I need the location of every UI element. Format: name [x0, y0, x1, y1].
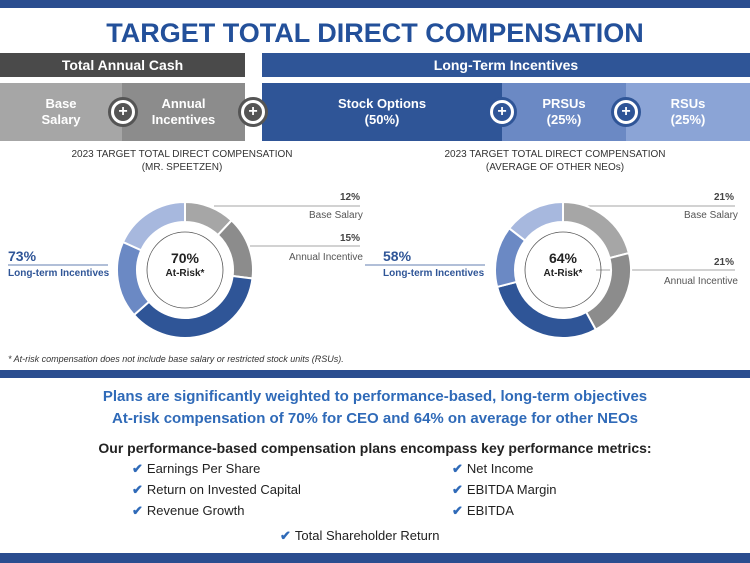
donut-chart-neos: [494, 200, 632, 339]
center-label: At-Risk*: [165, 268, 205, 279]
check-icon: ✔: [132, 482, 143, 497]
slice-value: 15%: [340, 233, 361, 244]
slice-value: 21%: [714, 257, 735, 268]
metric-item: ✔ Return on Invested Capital: [132, 482, 301, 498]
page-title: TARGET TOTAL DIRECT COMPENSATION: [106, 18, 644, 48]
segment-label: PRSUs (25%): [542, 96, 586, 127]
donut-slice-rsus: [121, 200, 186, 252]
plus-icon: +: [238, 97, 268, 127]
slice-label: Annual Incentive: [664, 276, 738, 287]
inner-ring: [524, 231, 602, 309]
segment-label: Base Salary: [41, 96, 81, 127]
divider-bar: [0, 370, 750, 378]
slice-label: Annual Incentive: [289, 252, 363, 263]
plus-icon: +: [108, 97, 138, 127]
metric-label: Revenue Growth: [146, 503, 245, 518]
slice-value: 12%: [340, 192, 361, 203]
subheadline: Our performance-based compensation plans…: [98, 440, 652, 456]
lti-total: 58%: [383, 248, 412, 264]
headline-1: Plans are significantly weighted to perf…: [102, 388, 648, 405]
segment-stock-options: Stock Options (50%): [262, 83, 502, 141]
slice-label: Base Salary: [309, 210, 363, 221]
metric-item: ✔ Total Shareholder Return: [280, 528, 439, 544]
plus-icon: +: [611, 97, 641, 127]
segment-prsus: PRSUs (25%): [502, 83, 626, 141]
metric-item: ✔ EBITDA Margin: [452, 482, 557, 498]
chart-title-ceo: 2023 TARGET TOTAL DIRECT COMPENSATION (MR…: [71, 149, 293, 173]
donut-chart-ceo: [116, 200, 254, 339]
metric-item: ✔ Net Income: [452, 461, 533, 477]
check-icon: ✔: [280, 528, 291, 543]
center-value: 70%: [170, 250, 200, 266]
slice-value: 21%: [714, 192, 735, 203]
headline-2: At-risk compensation of 70% for CEO and …: [112, 410, 638, 427]
lti-label: Long-term Incentives: [8, 268, 110, 279]
bottom-accent-bar: [0, 553, 750, 563]
header-total-annual-cash: Total Annual Cash: [0, 53, 245, 77]
lti-total: 73%: [8, 248, 37, 264]
segment-label: Stock Options (50%): [337, 96, 427, 127]
segment-base-salary: Base Salary: [0, 83, 122, 141]
footnote: * At-risk compensation does not include …: [8, 354, 344, 364]
metric-label: Net Income: [466, 461, 534, 476]
metric-item: ✔ EBITDA: [452, 503, 514, 519]
lti-label: Long-term Incentives: [383, 268, 485, 279]
donut-slice-stock-options: [495, 280, 598, 339]
check-icon: ✔: [452, 503, 463, 518]
metric-label: Return on Invested Capital: [146, 482, 301, 497]
metric-label: Total Shareholder Return: [294, 528, 440, 543]
chart-title-neos: 2023 TARGET TOTAL DIRECT COMPENSATION (AV…: [444, 149, 666, 173]
check-icon: ✔: [452, 461, 463, 476]
center-label: At-Risk*: [543, 268, 583, 279]
check-icon: ✔: [132, 503, 143, 518]
metric-label: EBITDA Margin: [466, 482, 557, 497]
donut-slice-rsus: [507, 200, 564, 242]
metric-label: Earnings Per Share: [146, 461, 261, 476]
segment-rsus: RSUs (25%): [626, 83, 750, 141]
top-accent-bar: [0, 0, 750, 8]
header-long-term-incentives: Long-Term Incentives: [262, 53, 750, 77]
metric-label: EBITDA: [466, 503, 514, 518]
check-icon: ✔: [452, 482, 463, 497]
check-icon: ✔: [132, 461, 143, 476]
slice-label: Base Salary: [684, 210, 738, 221]
segment-label: RSUs (25%): [670, 96, 706, 127]
metric-item: ✔ Revenue Growth: [132, 503, 244, 519]
segment-annual-incentives: Annual Incentives: [122, 83, 245, 141]
inner-ring: [146, 231, 224, 309]
metric-item: ✔ Earnings Per Share: [132, 461, 260, 477]
segment-label: Annual Incentives: [151, 96, 216, 127]
center-value: 64%: [548, 250, 578, 266]
plus-icon: +: [487, 97, 517, 127]
